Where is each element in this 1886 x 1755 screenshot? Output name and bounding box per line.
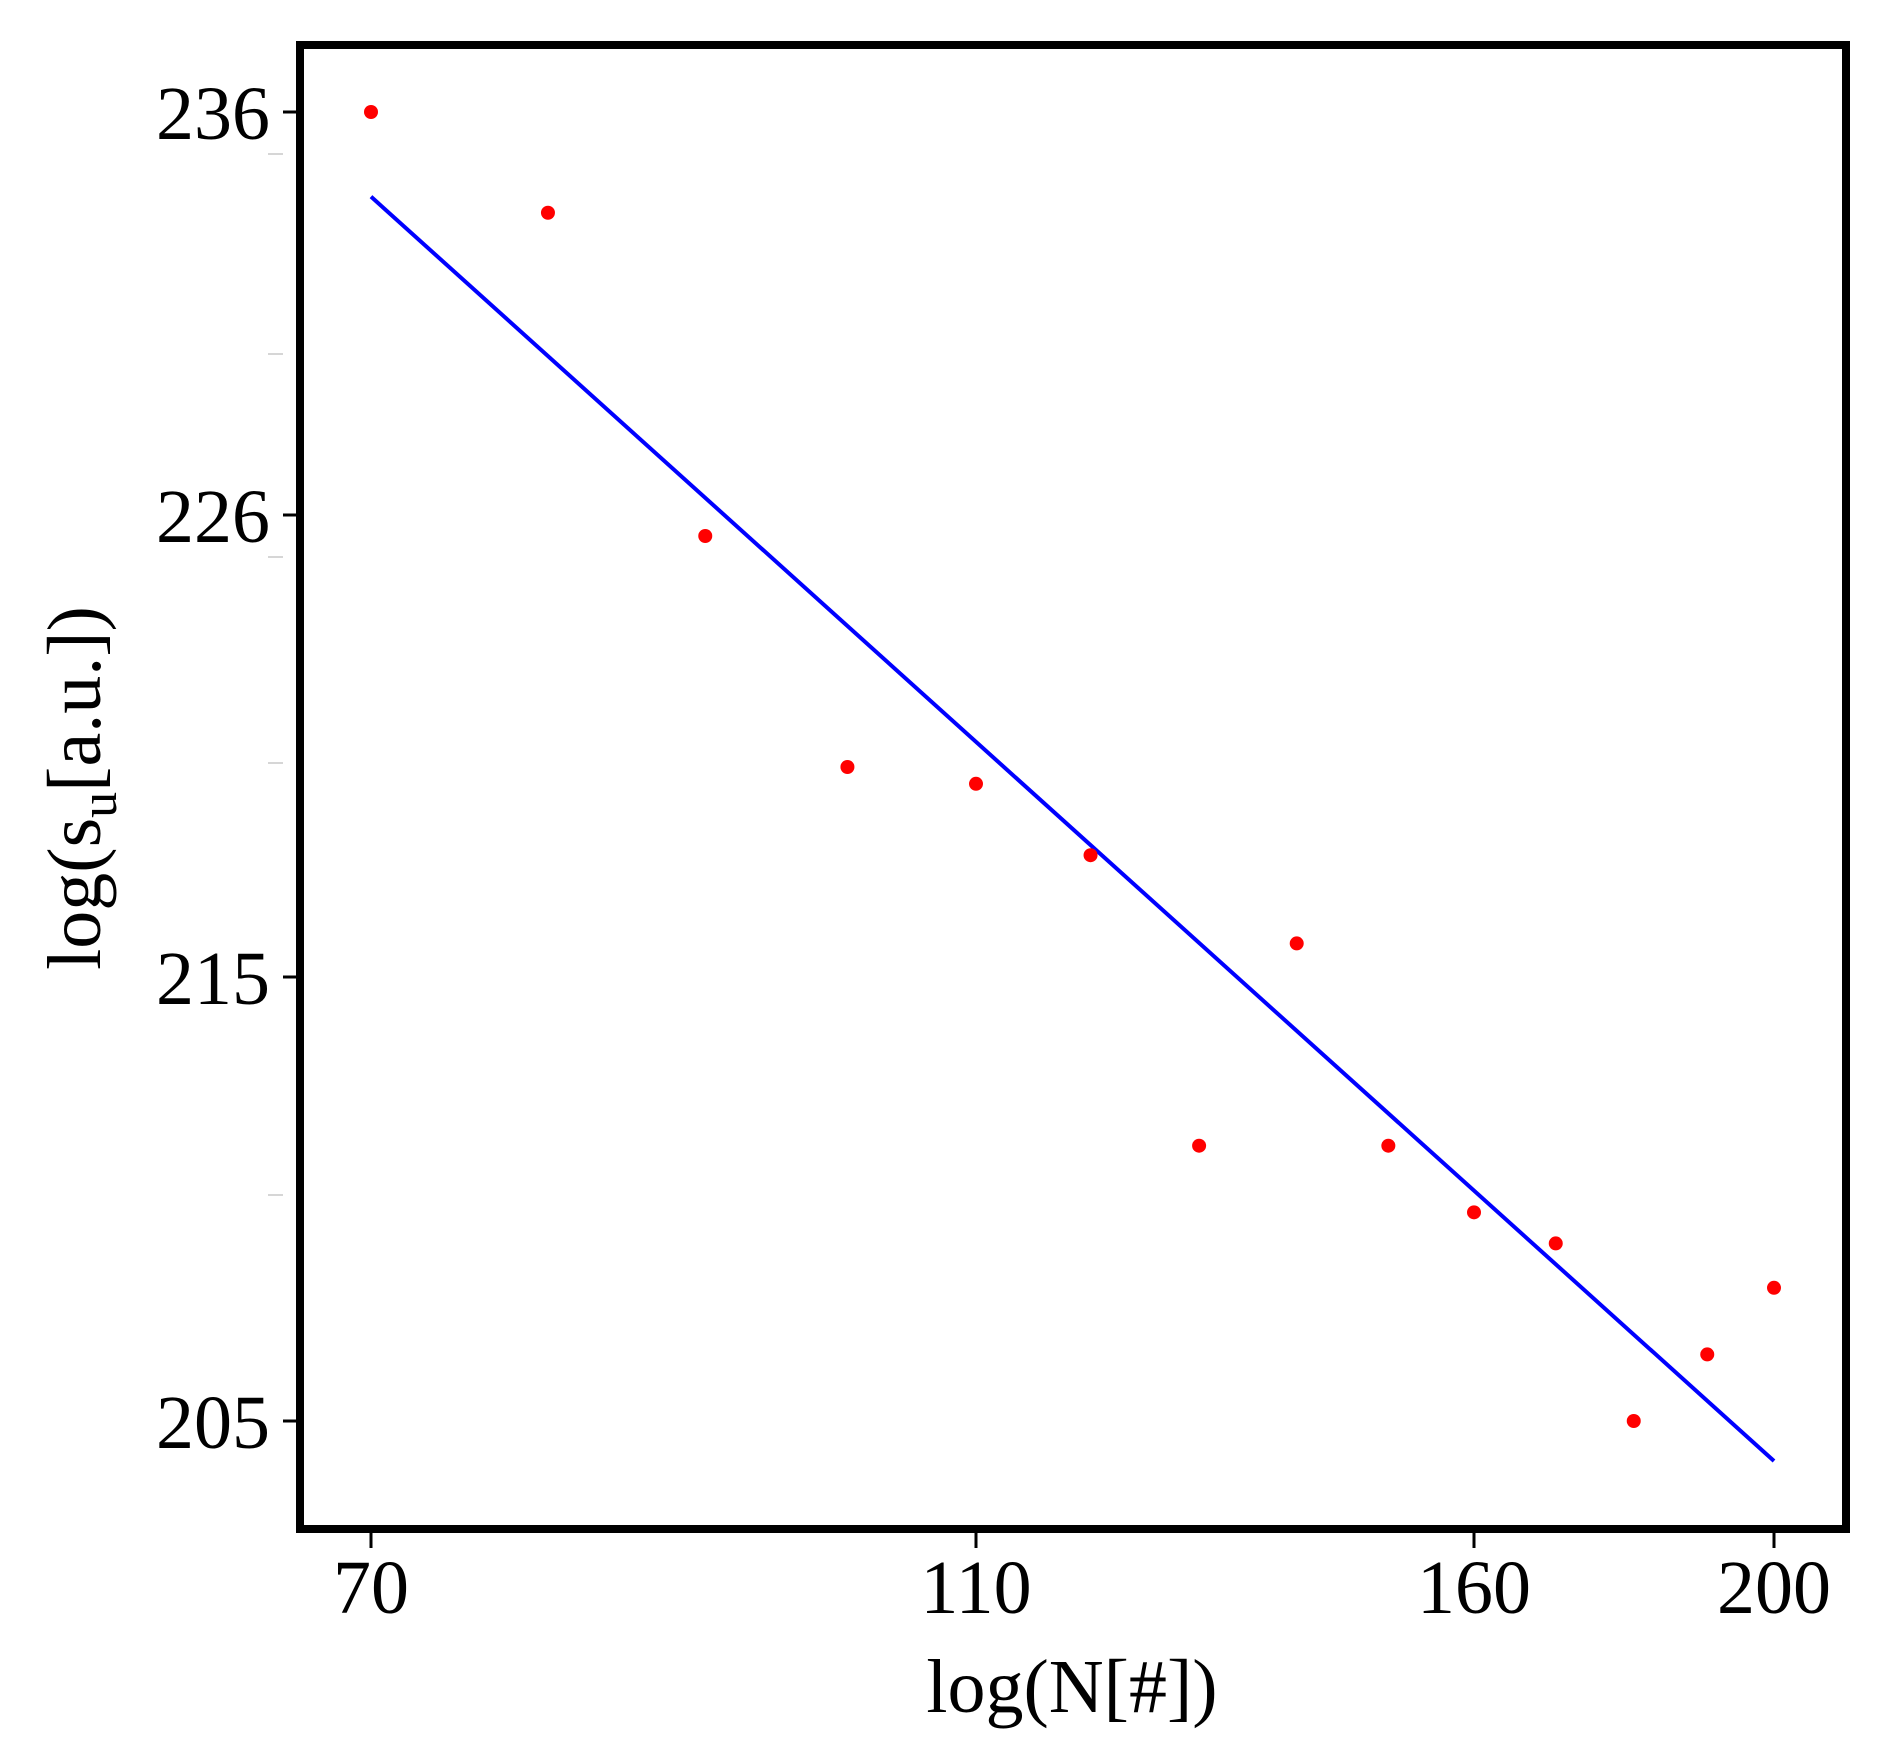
data-points xyxy=(364,105,1781,1428)
minor-tick-marks xyxy=(268,153,283,1196)
y-axis-label: log(su[a.u.]) xyxy=(33,606,128,970)
data-point xyxy=(1467,1205,1481,1220)
x-tick-label: 70 xyxy=(333,1546,409,1630)
y-tick-label: 215 xyxy=(156,937,270,1021)
data-point xyxy=(1700,1347,1715,1362)
fit-line xyxy=(369,195,1776,1463)
x-tick-label: 110 xyxy=(920,1546,1031,1630)
y-tick-label: 226 xyxy=(156,475,270,559)
data-point xyxy=(540,205,555,220)
x-axis-ticks: 70 110 160 200 xyxy=(333,1533,1831,1630)
data-point xyxy=(840,760,855,774)
data-point xyxy=(1289,936,1304,951)
data-point xyxy=(364,105,378,119)
y-tick-label: 236 xyxy=(156,72,270,156)
data-point xyxy=(1548,1236,1563,1251)
data-point xyxy=(1626,1414,1641,1428)
data-point xyxy=(969,776,983,791)
y-axis-ticks: 236 226 215 205 xyxy=(156,72,300,1465)
data-point xyxy=(1381,1138,1396,1153)
y-axis-label-prefix: log(s xyxy=(33,818,117,970)
y-axis-label-suffix: [a.u.]) xyxy=(33,606,117,792)
x-axis-label: log(N[#]) xyxy=(926,1645,1217,1729)
y-axis-label-subscript: u xyxy=(71,792,128,818)
data-point xyxy=(1083,848,1098,863)
x-tick-label: 200 xyxy=(1717,1546,1831,1630)
data-point xyxy=(698,529,713,543)
data-point xyxy=(1767,1280,1781,1295)
x-tick-label: 160 xyxy=(1417,1546,1531,1630)
plot-frame xyxy=(296,41,1850,1533)
data-point xyxy=(1192,1138,1207,1153)
y-tick-label: 205 xyxy=(156,1381,270,1465)
